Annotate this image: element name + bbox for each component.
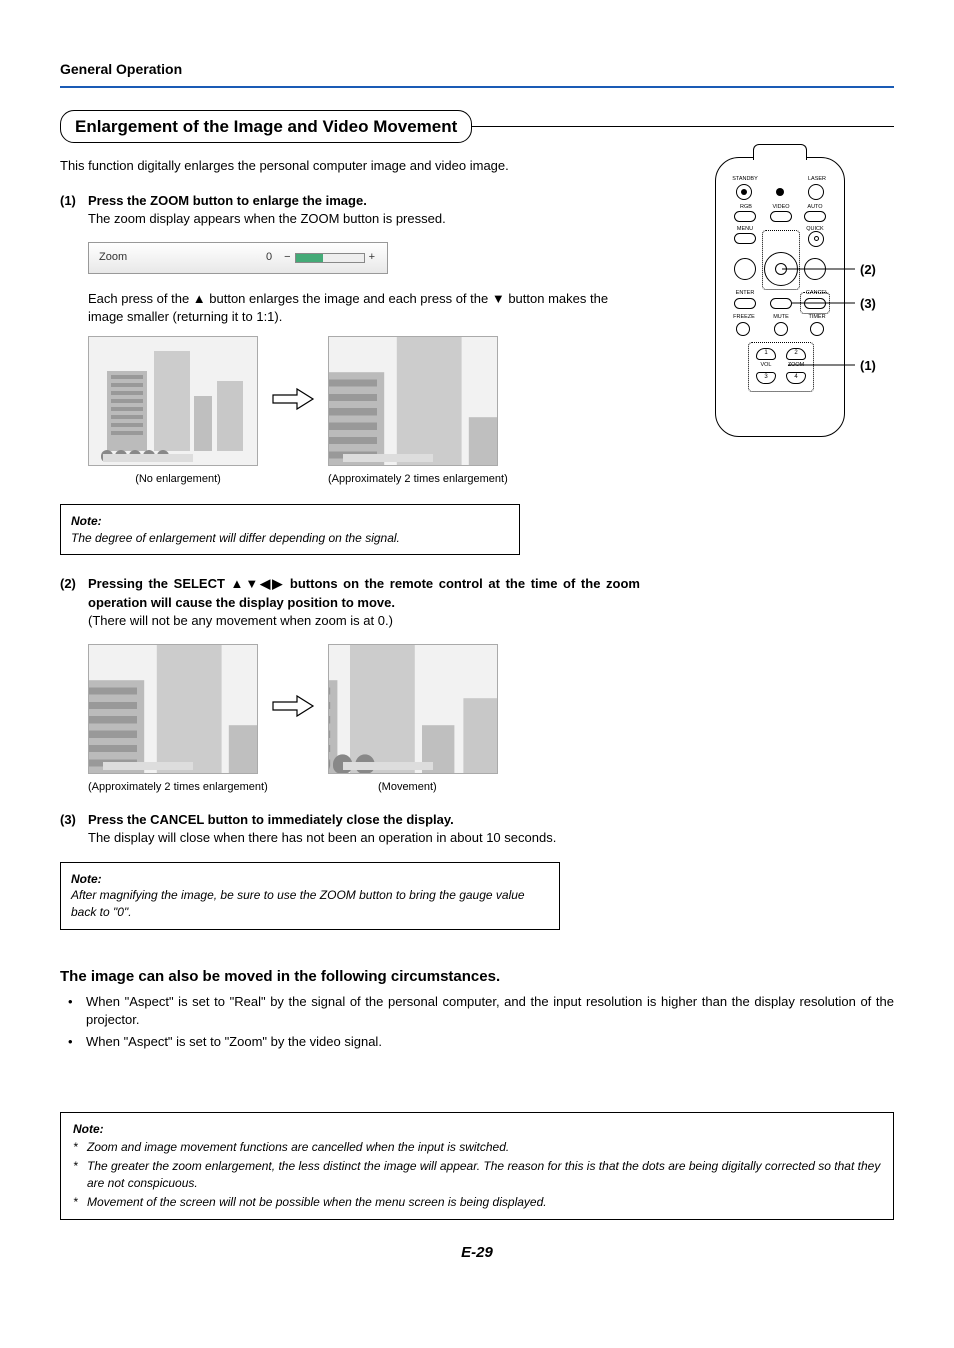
note-box-3: Note: *Zoom and image movement functions… — [60, 1112, 894, 1220]
step-1-after: Each press of the ▲ button enlarges the … — [88, 290, 640, 326]
header-rule — [60, 86, 894, 88]
led-icon — [776, 188, 784, 196]
remote-diagram: STANDBY LASER RGB VIDEO AUTO MENU QUICK — [670, 157, 890, 437]
note-box-1: Note: The degree of enlargement will dif… — [60, 504, 520, 556]
lbl-timer: TIMER — [804, 314, 830, 322]
bullet-dot: • — [68, 993, 86, 1029]
callout-1: (1) — [860, 357, 876, 375]
image-2x-enlarge — [328, 336, 498, 466]
cap-2-left: (Approximately 2 times enlargement) — [88, 780, 278, 795]
btn-laser — [808, 184, 824, 200]
page-number: E-29 — [60, 1242, 894, 1263]
step-2-body: (There will not be any movement when zoo… — [88, 612, 640, 630]
image-no-enlarge — [88, 336, 258, 466]
arrow-icon — [268, 387, 318, 416]
left-column: This function digitally enlarges the per… — [60, 157, 640, 950]
section-title: Enlargement of the Image and Video Movem… — [60, 110, 472, 144]
btn-mute — [774, 322, 788, 336]
bullet-1-text: When "Aspect" is set to "Real" by the si… — [86, 993, 894, 1029]
lbl-freeze: FREEZE — [730, 314, 758, 322]
zoom-plus: + — [369, 250, 375, 265]
note-box-2: Note: After magnifying the image, be sur… — [60, 862, 560, 930]
zoom-display-bar: Zoom 0 − + — [88, 242, 388, 274]
bullet-1: • When "Aspect" is set to "Real" by the … — [68, 993, 894, 1029]
subheading: The image can also be moved in the follo… — [60, 966, 894, 987]
callout-2: (2) — [860, 261, 876, 279]
step-3-title: Press the CANCEL button to immediately c… — [88, 811, 640, 829]
btn-standby — [736, 184, 752, 200]
btn-zoom-up: 2 — [786, 348, 806, 360]
note-3-head: Note: — [73, 1121, 881, 1138]
bullet-2: • When "Aspect" is set to "Zoom" by the … — [68, 1033, 894, 1051]
step-3-num: (3) — [60, 811, 88, 829]
captions-2: (Approximately 2 times enlargement) (Mov… — [88, 780, 640, 795]
lbl-enter: ENTER — [732, 290, 758, 298]
image-pair-2 — [88, 644, 640, 774]
note-1-body: The degree of enlargement will differ de… — [71, 530, 509, 547]
lbl-zoom: ZOOM — [784, 362, 808, 370]
btn-dpad-left — [734, 258, 756, 280]
btn-timer — [810, 322, 824, 336]
cap-2-right: (Movement) — [378, 780, 640, 795]
note-3-item-2: The greater the zoom enlargement, the le… — [87, 1158, 881, 1192]
lbl-mute: MUTE — [770, 314, 792, 322]
step-1: (1) Press the ZOOM button to enlarge the… — [60, 192, 640, 228]
image-2x-a — [88, 644, 258, 774]
note-2-body: After magnifying the image, be sure to u… — [71, 887, 549, 921]
right-column: STANDBY LASER RGB VIDEO AUTO MENU QUICK — [670, 157, 890, 950]
step-3: (3) Press the CANCEL button to immediate… — [60, 811, 640, 847]
zoom-gauge — [295, 253, 365, 263]
step-1-body: The zoom display appears when the ZOOM b… — [88, 210, 640, 228]
remote-emitter — [753, 144, 807, 160]
captions-1: (No enlargement) (Approximately 2 times … — [88, 472, 640, 487]
arrow-icon — [268, 694, 318, 723]
callout-3: (3) — [860, 295, 876, 313]
step-2-title: Pressing the SELECT ▲▼◀▶ buttons on the … — [88, 575, 640, 611]
step-2-num: (2) — [60, 575, 88, 611]
btn-cancel — [804, 298, 826, 309]
btn-freeze — [736, 322, 750, 336]
bullet-list: • When "Aspect" is set to "Real" by the … — [68, 993, 894, 1052]
zoom-label: Zoom — [99, 250, 127, 265]
btn-auto — [804, 211, 826, 222]
image-moved — [328, 644, 498, 774]
btn-vol-up: 1 — [756, 348, 776, 360]
step-1-num: (1) — [60, 192, 88, 210]
main-row: This function digitally enlarges the per… — [60, 157, 894, 950]
btn-rgb — [734, 211, 756, 222]
lbl-vol: VOL — [756, 362, 776, 370]
cap-1-left: (No enlargement) — [88, 472, 268, 487]
btn-enter — [734, 298, 756, 309]
zoom-minus: − — [284, 250, 290, 265]
image-pair-1 — [88, 336, 640, 466]
cap-1-right: (Approximately 2 times enlargement) — [328, 472, 640, 487]
btn-video — [770, 211, 792, 222]
btn-quick — [808, 231, 824, 247]
remote-body: STANDBY LASER RGB VIDEO AUTO MENU QUICK — [715, 157, 845, 437]
section-title-row: Enlargement of the Image and Video Movem… — [60, 110, 894, 144]
btn-dpad-right — [804, 258, 826, 280]
step-1-title: Press the ZOOM button to enlarge the ima… — [88, 192, 640, 210]
section-rule — [472, 126, 894, 127]
btn-menu — [734, 233, 756, 244]
note-2-head: Note: — [71, 871, 549, 888]
step-2: (2) Pressing the SELECT ▲▼◀▶ buttons on … — [60, 575, 640, 630]
header-section: General Operation — [60, 60, 894, 80]
note-3-item-1: Zoom and image movement functions are ca… — [87, 1139, 509, 1156]
btn-mid — [770, 298, 792, 309]
intro-text: This function digitally enlarges the per… — [60, 157, 640, 175]
lbl-laser: LASER — [804, 176, 830, 184]
bullet-2-text: When "Aspect" is set to "Zoom" by the vi… — [86, 1033, 894, 1051]
zoom-value: 0 — [266, 250, 272, 265]
note-1-head: Note: — [71, 513, 509, 530]
bullet-dot: • — [68, 1033, 86, 1051]
step-3-body: The display will close when there has no… — [88, 829, 640, 847]
note-3-item-3: Movement of the screen will not be possi… — [87, 1194, 547, 1211]
lbl-standby: STANDBY — [730, 176, 760, 184]
